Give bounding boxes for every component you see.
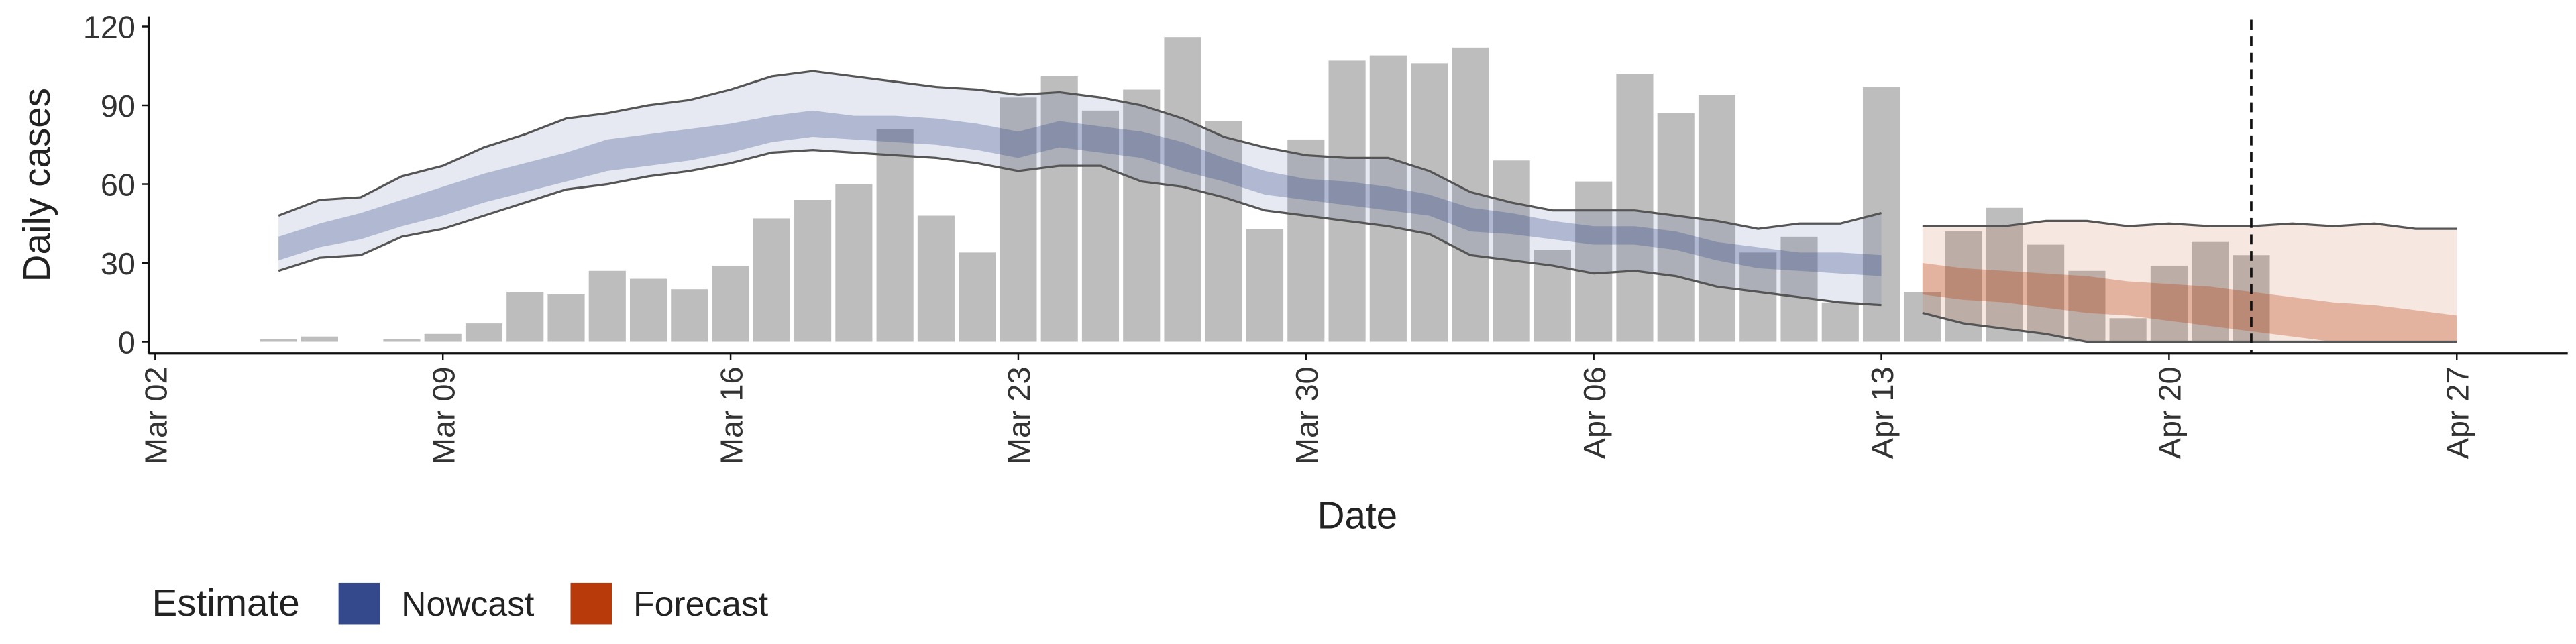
x-axis-title: Date (1318, 494, 1398, 537)
x-tick-label: Mar 02 (139, 366, 174, 464)
bar (547, 294, 585, 342)
bar (1246, 229, 1284, 342)
y-tick-label: 0 (118, 325, 136, 360)
bar (1616, 74, 1654, 342)
legend-swatch (570, 582, 612, 625)
ribbon (1922, 221, 2457, 342)
legend-label: Nowcast (401, 584, 534, 623)
ribbon (1922, 263, 2457, 342)
bar (959, 252, 996, 342)
interval-line (278, 70, 1882, 230)
legend-label: Forecast (633, 584, 768, 623)
bar (876, 129, 914, 342)
x-tick-label: Mar 16 (714, 366, 749, 464)
bar (794, 200, 832, 342)
bar (2192, 241, 2229, 342)
bar (1328, 60, 1366, 342)
x-tick-label: Apr 13 (1865, 366, 1900, 459)
y-axis-title: Daily cases (15, 88, 58, 282)
y-tick-label: 120 (83, 10, 136, 45)
bar (1780, 236, 1818, 342)
bar (1123, 89, 1161, 342)
bar (2068, 270, 2106, 342)
x-tick-label: Mar 23 (1002, 366, 1036, 464)
bar (1040, 76, 1078, 342)
bar (835, 184, 873, 342)
bar (1000, 97, 1037, 342)
x-tick-label: Apr 20 (2153, 366, 2188, 459)
bar (2109, 318, 2147, 342)
bar (301, 336, 338, 342)
bar (1657, 113, 1695, 342)
x-tick-label: Mar 09 (426, 366, 461, 464)
x-tick-label: Mar 30 (1289, 366, 1324, 464)
bar (1369, 55, 1407, 342)
bar (1821, 302, 1859, 342)
bar (465, 323, 503, 342)
x-tick-label: Apr 27 (2440, 366, 2475, 459)
bar (1575, 181, 1613, 342)
y-tick-label: 30 (101, 246, 136, 281)
bar (2027, 244, 2065, 342)
y-tick-label: 90 (101, 89, 136, 123)
bar (712, 265, 749, 342)
ribbon (278, 110, 1882, 276)
y-tick-label: 60 (101, 168, 136, 203)
bar (1739, 252, 1777, 342)
bar (1205, 121, 1242, 342)
bar (588, 270, 626, 342)
bar (383, 339, 421, 342)
bar (1986, 207, 2023, 342)
bar (506, 292, 544, 342)
bar (671, 289, 708, 342)
legend-title: Estimate (152, 582, 299, 624)
bar (1411, 63, 1448, 342)
bar (1081, 110, 1120, 342)
bar (753, 218, 790, 342)
bar (1862, 87, 1900, 342)
interval-line (1922, 311, 2457, 343)
bar (1287, 139, 1325, 342)
bar (1493, 160, 1530, 342)
bar (917, 215, 955, 342)
bar (2150, 265, 2188, 342)
interval-line (278, 148, 1882, 307)
bar (629, 278, 667, 342)
bar (260, 339, 297, 342)
x-tick-label: Apr 06 (1577, 366, 1612, 459)
bar (424, 333, 462, 342)
ribbon (278, 71, 1882, 305)
legend-swatch (338, 582, 380, 625)
interval-line (1922, 219, 2457, 230)
